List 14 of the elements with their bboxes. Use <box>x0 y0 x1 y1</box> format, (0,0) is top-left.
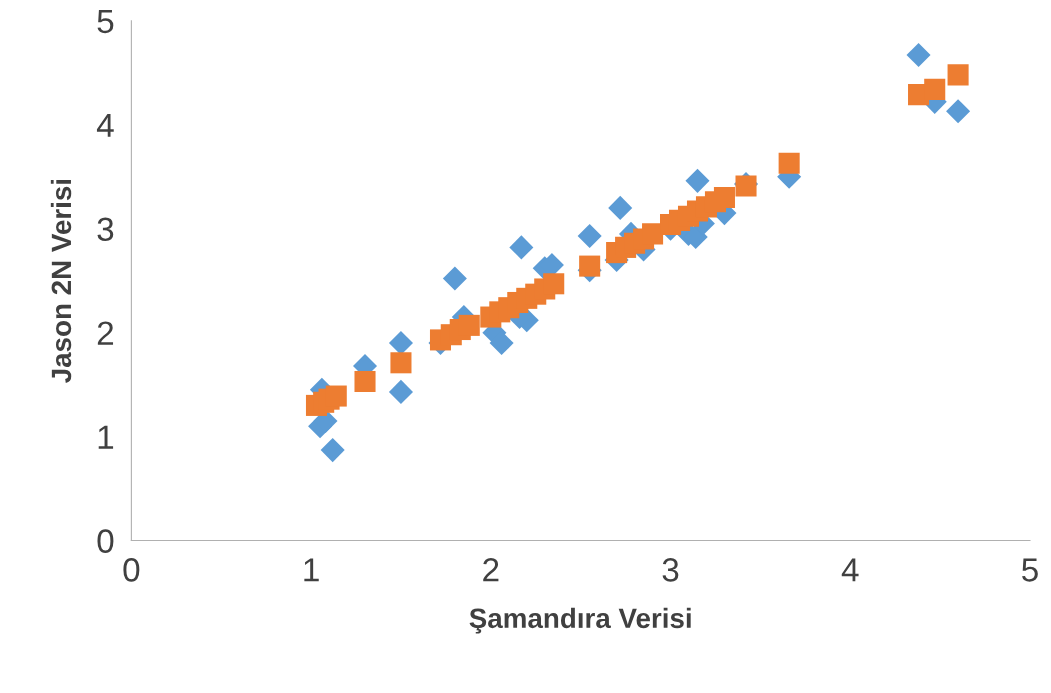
x-axis-title: Şamandıra Verisi <box>469 607 691 634</box>
y-tick-label: 5 <box>97 9 114 34</box>
y-tick-label: 2 <box>97 321 114 345</box>
x-tick-label: 3 <box>662 558 679 582</box>
x-tick-label: 1 <box>304 558 319 582</box>
x-tick-label: 0 <box>123 558 140 582</box>
x-tick-label: 4 <box>841 558 859 582</box>
y-axis-title: Jason 2N Verisi <box>50 179 72 383</box>
y-tick-label: 4 <box>96 113 114 137</box>
x-tick-label: 2 <box>483 558 499 582</box>
y-tick-label: 3 <box>97 217 114 242</box>
y-tick-label: 0 <box>97 529 114 553</box>
y-tick-label: 1 <box>98 425 114 449</box>
x-tick-label: 5 <box>1022 558 1038 582</box>
